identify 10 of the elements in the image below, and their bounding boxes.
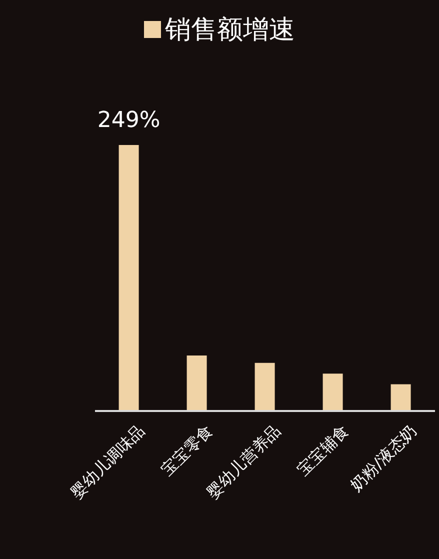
bar [254, 362, 275, 411]
bar [322, 374, 343, 411]
x-tick-label: 婴幼儿调味品 [66, 420, 148, 502]
data-label: 249% [97, 108, 160, 133]
bar [118, 145, 139, 411]
x-tick-label: 宝宝零食 [158, 420, 216, 480]
legend-label: 销售额增速 [165, 14, 295, 47]
bar [186, 355, 207, 411]
x-tick-label: 宝宝辅食 [294, 420, 352, 480]
bar [390, 384, 411, 411]
